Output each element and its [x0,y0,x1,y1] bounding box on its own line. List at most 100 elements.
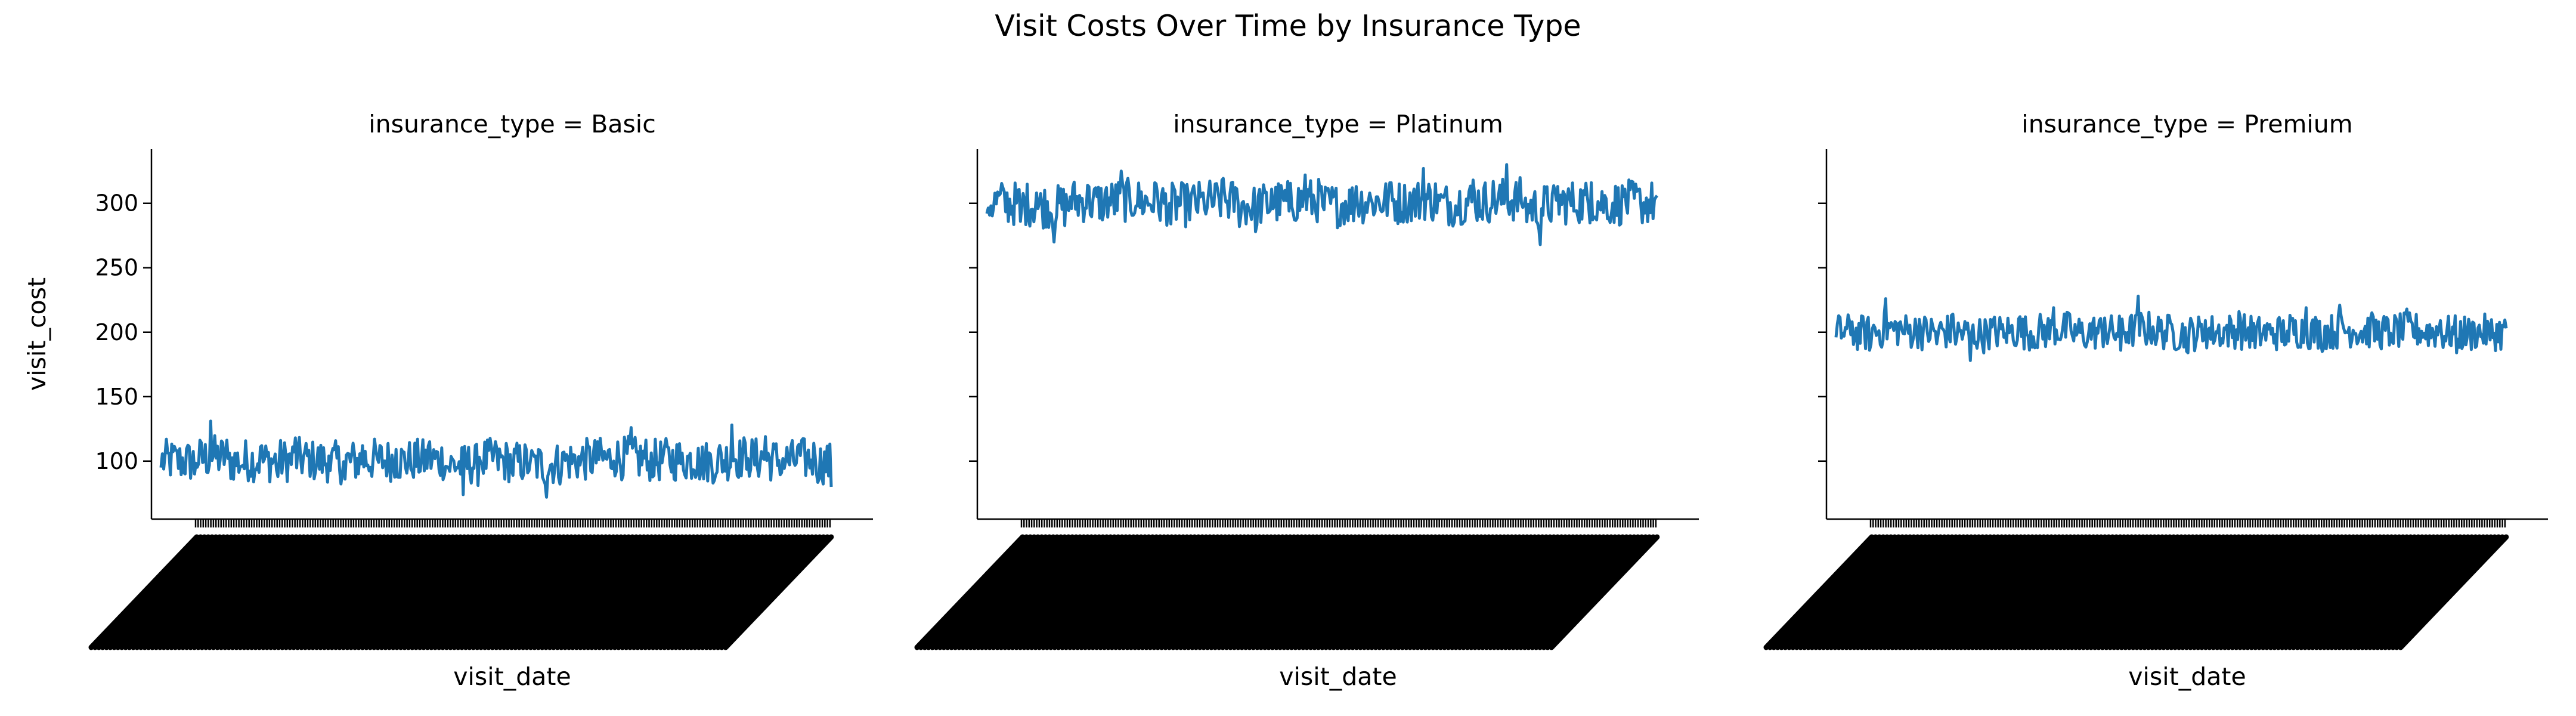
x-tick-label [1767,534,1878,650]
x-tick-label [253,534,364,650]
x-tick-label [1163,534,1274,650]
x-tick-label [371,534,482,650]
x-tick-label [1840,534,1951,650]
x-tick-label [2073,534,2184,650]
x-tick-label [226,534,338,650]
x-tick-label [176,534,287,650]
x-tick-label [1159,534,1270,650]
x-tick-label [1966,534,2077,650]
x-tick-label [555,534,666,650]
x-tick-label [1912,534,2024,650]
x-tick-label [191,534,303,650]
x-tick-label [2000,534,2111,650]
x-tick-label [2088,534,2200,650]
x-tick-label [367,534,479,650]
x-tick-label [2241,534,2352,650]
x-tick-label [2096,534,2207,650]
x-tick-label [1388,534,1500,650]
x-tick-label [1419,534,1530,650]
x-tick-label [1407,534,1519,650]
x-tick-label [589,534,701,650]
x-tick-label [451,534,563,650]
x-tick-label [620,534,731,650]
x-tick-labels [914,534,1660,650]
x-tick-label [2080,534,2192,650]
x-tick-label [310,534,422,650]
y-tick-label: 250 [95,255,138,281]
x-tick-label [1212,534,1324,650]
x-tick-label [1090,534,1202,650]
x-tick-label [2172,534,2284,650]
x-tick-label [1541,534,1652,650]
x-tick-label [2187,534,2299,650]
x-tick-label [1216,534,1327,650]
x-tick-label [1514,534,1626,650]
x-tick-label [669,534,781,650]
x-tick-label [459,534,571,650]
x-tick-labels [1763,534,2509,650]
x-tick-label [1924,534,2035,650]
x-tick-label [2264,534,2376,650]
x-tick-label [600,534,712,650]
x-tick-label [1128,534,1240,650]
x-tick-label [348,534,460,650]
x-tick-label [1220,534,1332,650]
x-tick-label [2111,534,2222,650]
x-tick-label [2230,534,2341,650]
x-tick-label [2245,534,2357,650]
x-tick-label [979,534,1091,650]
x-tick-label [1522,534,1633,650]
x-tick-label [2054,534,2165,650]
x-tick-label [1170,534,1281,650]
x-tick-label [318,534,429,650]
x-tick-label [1794,534,1905,650]
x-tick-label [2141,534,2253,650]
x-tick-label [501,534,612,650]
facet-panel-basic: insurance_type = Basic 100 150 200 250 300 vis… [23,110,873,691]
x-tick-label [119,534,230,650]
x-tick-label [1392,534,1503,650]
x-tick-label [138,534,249,650]
x-tick-label [1067,534,1178,650]
facet-title-platinum: insurance_type = Platinum [1173,110,1503,138]
x-tick-label [440,534,552,650]
x-tick-label [142,534,253,650]
x-tick-label [1369,534,1481,650]
x-tick-label [2275,534,2387,650]
x-tick-label [1273,534,1385,650]
x-tick-label [1415,534,1527,650]
x-tick-label [2317,534,2429,650]
x-tick-label [1790,534,1902,650]
x-tick-label [470,534,582,650]
x-tick-label [2237,534,2349,650]
x-tick-label [1182,534,1293,650]
x-tick-label [562,534,674,650]
x-axis-label: visit_date [2128,662,2246,691]
x-tick-label [1124,534,1236,650]
x-tick-label [1844,534,1955,650]
x-tick-label [673,534,785,650]
x-tick-label [1457,534,1568,650]
x-tick-label [1281,534,1392,650]
x-tick-label [1530,534,1641,650]
x-tick-label [207,534,318,650]
x-tick-label [1055,534,1167,650]
x-tick-label [535,534,647,650]
x-tick-label [2222,534,2333,650]
x-tick-label [1993,534,2104,650]
x-tick-label [1010,534,1121,650]
x-tick-label [1044,534,1156,650]
x-tick-label [153,534,265,650]
x-tick-label [2249,534,2360,650]
x-tick-label [1805,534,1916,650]
x-tick-label [1480,534,1592,650]
facet-panels: insurance_type = Basic 100 150 200 250 300 vis… [23,110,2548,691]
x-tick-label [126,534,238,650]
x-tick-label [1400,534,1511,650]
x-tick-label [360,534,471,650]
x-tick-label [699,534,811,650]
x-tick-label [634,534,746,650]
x-tick-label [1243,534,1354,650]
x-tick-label [1224,534,1335,650]
